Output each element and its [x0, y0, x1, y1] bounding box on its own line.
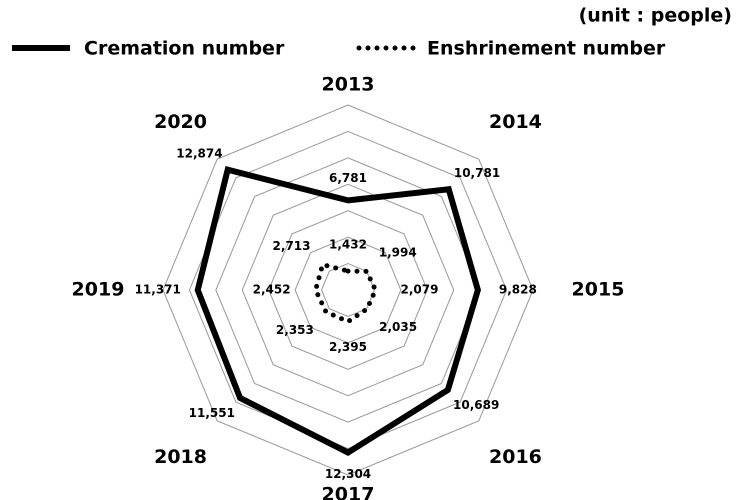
value-label: 2,035 — [379, 320, 417, 334]
unit-label: (unit : people) — [579, 5, 732, 27]
value-label: 10,689 — [453, 398, 499, 412]
value-label: 1,432 — [329, 238, 367, 252]
value-label: 2,353 — [276, 323, 314, 337]
legend-label: Enshrinement number — [427, 38, 666, 60]
value-label: 12,304 — [325, 467, 371, 481]
value-label: 2,079 — [400, 283, 438, 297]
axis-label: 2014 — [489, 111, 542, 133]
grid-ring — [268, 210, 428, 370]
axis-label: 2020 — [154, 111, 207, 133]
value-label: 1,994 — [379, 245, 417, 259]
series-line — [194, 166, 481, 457]
value-label: 12,874 — [176, 147, 222, 161]
axis-label: 2013 — [322, 74, 375, 96]
grid-ring — [162, 104, 534, 476]
value-label: 6,781 — [329, 171, 367, 185]
grid-ring — [188, 130, 508, 450]
series-line — [312, 261, 379, 325]
value-label: 11,551 — [189, 406, 235, 420]
axis-label: 2018 — [154, 446, 207, 468]
grid-ring — [241, 183, 455, 397]
value-label: 9,828 — [499, 283, 537, 297]
axis-label: 2016 — [489, 446, 542, 468]
axis-label: 2015 — [572, 279, 625, 301]
value-label: 11,371 — [135, 283, 181, 297]
value-label: 10,781 — [454, 166, 500, 180]
value-label: 2,395 — [329, 340, 367, 354]
value-label: 2,452 — [253, 283, 291, 297]
value-label: 2,713 — [273, 239, 311, 253]
legend-label: Cremation number — [84, 38, 285, 60]
axis-label: 2017 — [322, 484, 375, 500]
axis-label: 2019 — [72, 279, 125, 301]
grid-ring — [215, 157, 481, 423]
grid-ring — [294, 236, 402, 344]
